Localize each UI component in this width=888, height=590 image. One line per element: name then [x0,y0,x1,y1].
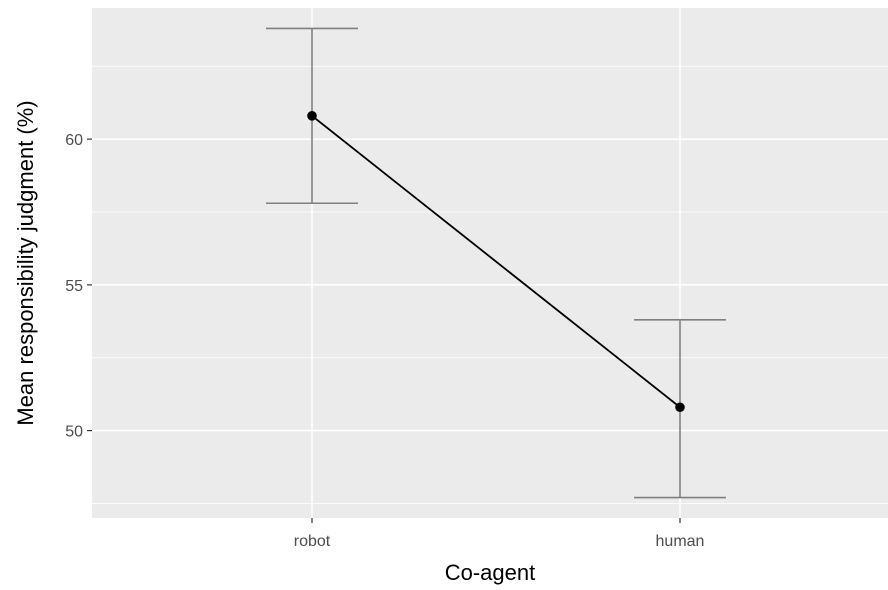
grid [92,8,888,518]
series-line [311,115,681,408]
plot-panel [92,8,888,518]
data-point [307,111,317,121]
x-axis-ticks: robot human [294,518,705,550]
series-lines [311,115,681,408]
data-points [307,111,685,413]
x-axis-title: Co-agent [445,560,536,585]
y-axis-ticks: 50 55 60 [65,132,92,441]
y-tick-label: 55 [65,278,83,295]
y-tick-label: 50 [65,424,83,441]
x-tick-label: robot [294,533,331,550]
y-tick-label: 60 [65,132,83,149]
data-point [675,402,685,413]
y-axis-title: Mean responsibility judgment (%) [13,100,38,425]
x-tick-label: human [656,533,705,550]
